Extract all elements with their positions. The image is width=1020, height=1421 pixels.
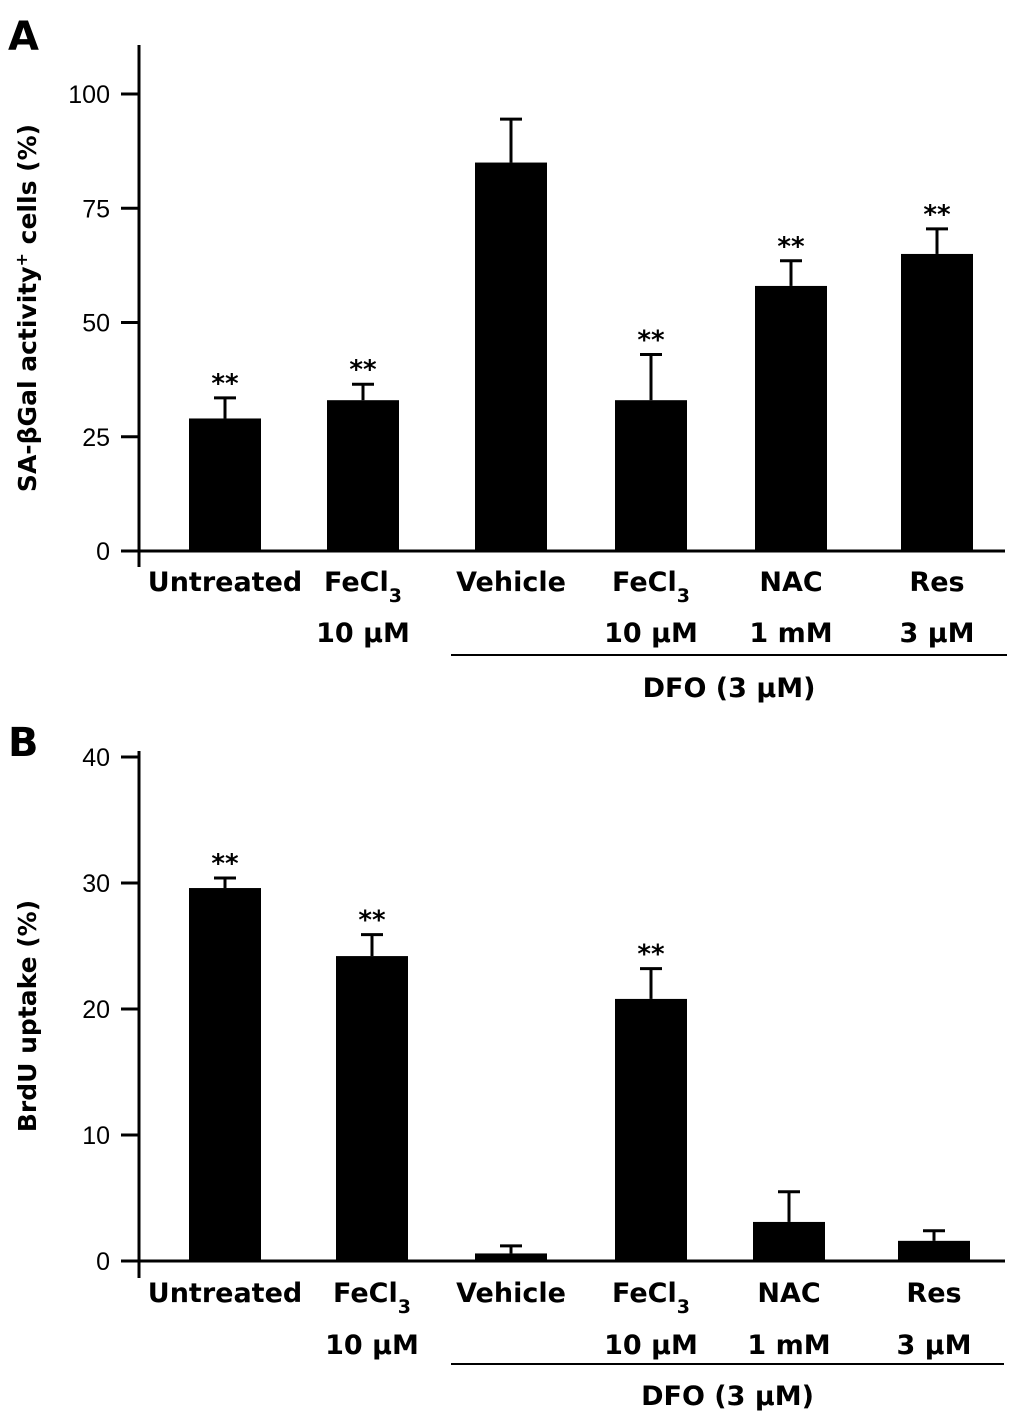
y-axis-label-superscript: + [12,253,31,266]
category-label: FeCl3 [612,567,690,607]
y-tick-label: 75 [82,195,110,223]
category-label-subscript: 3 [677,585,690,607]
category-sublabel: 10 μM [316,618,410,649]
panel-letter: A [8,14,39,60]
group-label: DFO (3 μM) [641,1381,814,1412]
significance-label: ** [349,355,377,385]
category-label: Res [909,567,964,598]
group-label: DFO (3 μM) [643,673,816,704]
category-label: FeCl3 [612,1278,690,1318]
category-label: NAC [757,1278,820,1309]
y-tick-label: 0 [96,1248,110,1276]
y-tick-label: 20 [82,996,110,1024]
panel-a-chart: A 0 25 50 75 100 SA-βGal activity+ cells (%) **… [8,14,1007,704]
significance-label: ** [211,849,239,879]
bar [615,998,687,1261]
category-label-subscript: 3 [389,585,402,607]
bar [475,1253,547,1261]
y-axis-label-tail: cells (%) [13,124,42,253]
bar [336,956,408,1261]
category-sublabel: 1 mM [747,1330,830,1361]
category-sublabel: 10 μM [604,618,698,649]
category-label-subscript: 3 [398,1296,411,1318]
y-tick-label: 30 [82,870,110,898]
category-sublabel: 3 μM [897,1330,972,1361]
panel-letter: B [8,720,39,766]
bar [189,418,261,551]
bar [755,285,827,551]
significance-label: ** [637,940,665,970]
y-tick-label: 0 [96,538,110,566]
bar [901,253,973,551]
category-label: Res [906,1278,961,1309]
category-label: Untreated [148,1278,302,1309]
category-sublabel: 1 mM [749,618,832,649]
significance-label: ** [637,325,665,355]
significance-label: ** [777,232,805,262]
bar [753,1221,825,1261]
category-sublabel: 3 μM [900,618,975,649]
bar [475,162,547,552]
significance-label: ** [358,906,386,936]
category-label-subscript: 3 [677,1296,690,1318]
category-label: Untreated [148,567,302,598]
category-label: FeCl3 [324,567,402,607]
y-tick-label: 25 [82,424,110,452]
bar [327,400,399,551]
bar [189,888,261,1261]
category-sublabel: 10 μM [325,1330,419,1361]
significance-label: ** [211,369,239,399]
bar [898,1240,970,1261]
category-label: NAC [759,567,822,598]
bar [615,400,687,551]
panel-b-chart: B 0 10 20 30 40 BrdU uptake (%) ** Untreated ** Fe… [8,720,1005,1412]
y-tick-label: 40 [82,744,110,772]
y-axis-label: BrdU uptake (%) [13,900,42,1132]
y-tick-label: 50 [82,310,110,338]
category-label: FeCl3 [333,1278,411,1318]
significance-label: ** [923,200,951,230]
y-axis-label: SA-βGal activity+ cells (%) [12,124,43,492]
category-label: Vehicle [456,1278,566,1309]
category-sublabel: 10 μM [604,1330,698,1361]
y-tick-label: 100 [68,81,110,109]
category-label: Vehicle [456,567,566,598]
y-tick-label: 10 [82,1122,110,1150]
